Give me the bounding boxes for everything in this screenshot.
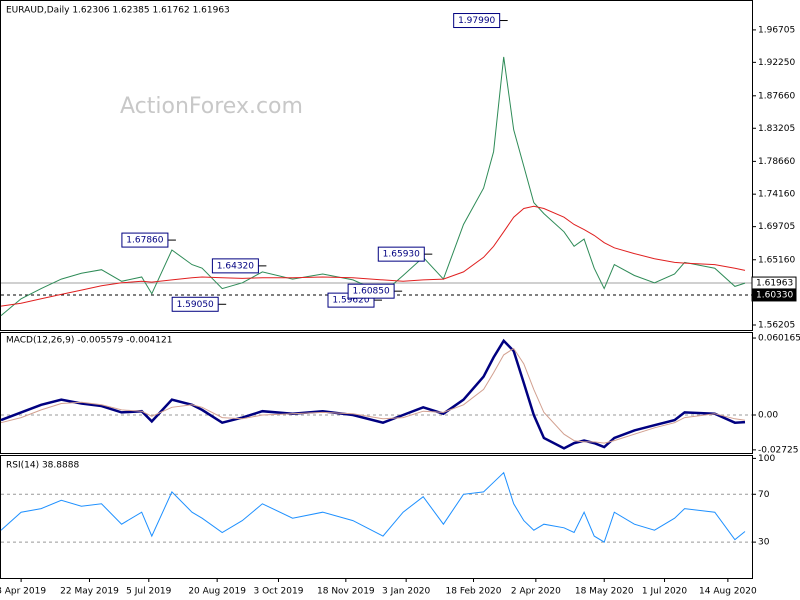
macd-pane (0, 332, 753, 454)
annotation-label: 1.67860 (126, 236, 163, 246)
x-tick-label: 22 May 2019 (60, 587, 119, 597)
series-line (0, 347, 746, 444)
price-badge (751, 288, 797, 302)
x-tick-label: 5 Jul 2019 (126, 587, 171, 597)
series-line (0, 471, 746, 543)
macd-title: MACD(12,26,9) -0.005579 -0.004121 (6, 336, 172, 346)
y-tick-label: 1.69705 (758, 222, 795, 232)
y-tick-label: 1.83205 (758, 124, 795, 134)
y-tick-label: 1.65160 (758, 255, 795, 265)
y-tick-label: 100 (758, 454, 775, 464)
x-tick-label: 18 Feb 2020 (446, 587, 502, 597)
annotation-box (121, 232, 169, 248)
y-tick-label: 1.78660 (758, 157, 795, 167)
x-tick-label: 3 Jan 2020 (382, 587, 430, 597)
annotation-label: 1.97990 (458, 16, 495, 26)
y-tick-label: 0.060165 (758, 334, 800, 344)
price-badge-label: 1.60330 (756, 290, 793, 300)
rsi-pane (0, 455, 753, 579)
y-tick-label: 1.56205 (758, 321, 795, 331)
annotation-label: 1.59620 (332, 296, 369, 306)
x-tick-label: 14 Aug 2020 (699, 587, 757, 597)
x-tick-label: 18 Nov 2019 (317, 587, 375, 597)
annotation-box (211, 258, 259, 274)
annotation-label: 1.59050 (177, 300, 214, 310)
x-tick-label: 8 Apr 2019 (0, 587, 46, 597)
y-tick-label: 1.92250 (758, 58, 795, 68)
annotation-box (171, 296, 219, 312)
y-tick-label: 1.96705 (758, 25, 795, 35)
watermark: ActionForex.com (120, 94, 303, 119)
y-tick-label: 1.74160 (758, 190, 795, 200)
y-tick-label: 1.87660 (758, 91, 795, 101)
y-tick-label: -0.02725 (758, 445, 798, 455)
chart-title: EURAUD,Daily 1.62306 1.62385 1.61762 1.6… (6, 6, 230, 16)
x-tick-label: 1 Jul 2020 (642, 587, 687, 597)
y-tick-label: 30 (758, 538, 770, 548)
series-line (0, 205, 746, 307)
annotation-label: 1.60850 (353, 287, 390, 297)
y-tick-label: 70 (758, 490, 770, 500)
price-badge-label: 1.61963 (756, 279, 793, 289)
x-tick-label: 20 Aug 2019 (188, 587, 246, 597)
rsi-title: RSI(14) 38.8888 (6, 461, 79, 471)
annotation-label: 1.65930 (383, 250, 420, 260)
annotation-box (453, 13, 501, 29)
annotation-box (377, 246, 425, 262)
x-tick-label: 3 Oct 2019 (254, 587, 304, 597)
annotation-label: 1.64320 (217, 261, 254, 271)
x-tick-label: 18 May 2020 (575, 587, 634, 597)
price-pane (0, 0, 753, 331)
annotation-box (347, 283, 395, 299)
y-tick-label: 0.00 (758, 411, 778, 421)
x-tick-label: 2 Apr 2020 (511, 587, 561, 597)
